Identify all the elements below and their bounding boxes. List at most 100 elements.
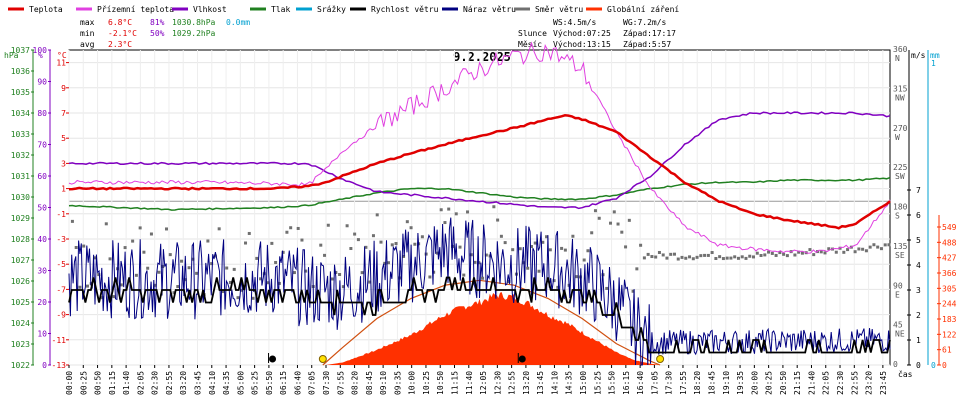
hum-tick-label: 20	[37, 298, 47, 307]
legend-label-dir: Směr větru	[535, 5, 583, 14]
stats-max-rain: 0.0mm	[226, 18, 250, 27]
ms-tick-label: 7	[916, 186, 921, 195]
hum-tick-label: 100	[33, 46, 48, 55]
series-dir-point	[639, 243, 643, 247]
series-dir-point	[349, 247, 353, 251]
stats-max-press: 1030.8hPa	[172, 18, 216, 27]
series-dir-point	[721, 257, 725, 261]
series-dir-point	[85, 284, 89, 288]
series-dir-point	[736, 256, 740, 260]
series-dir-point	[228, 280, 232, 284]
x-tick-label: 08:20	[351, 371, 360, 395]
series-dir-point	[740, 255, 744, 259]
series-dir-point	[563, 248, 567, 252]
series-dir-point	[104, 222, 108, 226]
series-dir-point	[770, 251, 774, 255]
series-dir-point	[868, 245, 872, 249]
x-axis: 00:00 00:25 00:50 01:15 01:40 02:05 02:30 02:55…	[65, 365, 888, 395]
x-tick-label: 20:25	[765, 371, 774, 395]
stats-avg-label: avg	[80, 40, 95, 49]
x-tick-label: 10:25	[422, 371, 431, 395]
dir-tick-compass: SE	[895, 251, 905, 260]
x-tick-label: 23:45	[879, 371, 888, 395]
legend-label-sol: Globální záření	[607, 5, 679, 14]
mm-tick-label: 0	[931, 361, 936, 370]
x-tick-label: 12:30	[493, 371, 502, 395]
series-dir-point	[582, 258, 586, 262]
temp-tick-label: 11	[56, 59, 66, 68]
x-tick-label: 14:35	[565, 371, 574, 395]
x-tick-label: 05:25	[251, 371, 260, 395]
x-tick-label: 13:20	[522, 371, 531, 395]
series-dir-point	[876, 245, 880, 249]
x-tick-label: 17:30	[665, 371, 674, 395]
stats-block: max 6.8°C 81% 1030.8hPa 0.0mm min -2.1°C…	[80, 18, 250, 49]
series-dir-point	[684, 256, 688, 260]
series-dir-point	[383, 261, 387, 265]
series-dir-point	[240, 288, 244, 292]
series-dir-point	[714, 256, 718, 260]
series-dir-point	[552, 279, 556, 283]
x-tick-label: 18:45	[708, 371, 717, 395]
chart-title: 9.2.2025	[453, 50, 511, 64]
astro-ws: WS:4.5m/s	[553, 18, 597, 27]
series-dir-point	[435, 251, 439, 255]
series-dir-point	[887, 243, 891, 247]
astro-moonrise: Východ:13:15	[553, 40, 611, 49]
series-dir-point	[676, 257, 680, 261]
ms-tick-label: 1	[916, 336, 921, 345]
series-dir-point	[575, 275, 579, 279]
dir-tick-compass: NW	[895, 93, 905, 102]
series-dir-point	[146, 266, 150, 270]
dir-tick-compass: SW	[895, 172, 905, 181]
temp-tick-label: -13	[52, 361, 67, 370]
hpa-tick-label: 1034	[11, 109, 30, 118]
series-dir-point	[270, 241, 274, 245]
series-dir-point	[733, 255, 737, 259]
hpa-tick-label: 1026	[11, 277, 30, 286]
dir-tick-label: 225	[893, 163, 908, 172]
hpa-tick-label: 1022	[11, 361, 30, 370]
dir-tick-label: 0	[893, 360, 898, 369]
stats-max-temp: 6.8°C	[108, 18, 132, 27]
wm2-tick-label: 366	[942, 269, 957, 278]
x-axis-label: čas	[898, 369, 913, 379]
mm-tick-label: 1	[931, 59, 936, 68]
x-tick-label: 22:05	[822, 371, 831, 395]
series-dir-point	[353, 232, 357, 236]
series-dir-point	[533, 241, 537, 245]
legend-label-dew: Přízemní teplota	[97, 5, 174, 14]
temp-tick-label: 5	[61, 134, 66, 143]
series-dir-point	[225, 266, 229, 270]
series-dir-point	[703, 253, 707, 257]
series-dir-point	[620, 230, 624, 234]
series-dir-point	[699, 254, 703, 258]
series-dir-point	[134, 273, 138, 277]
series-dir-point	[680, 255, 684, 259]
series-dir-point	[323, 253, 327, 257]
astro-wg: WG:7.2m/s	[623, 18, 667, 27]
series-dir-point	[176, 285, 180, 289]
series-dir-point	[402, 254, 406, 258]
x-tick-label: 15:00	[579, 371, 588, 395]
astro-moon-label: Měsíc	[518, 40, 542, 49]
x-tick-label: 03:45	[194, 371, 203, 395]
series-dir-point	[819, 250, 823, 254]
series-dir-point	[210, 262, 214, 266]
x-tick-label: 06:40	[293, 371, 302, 395]
x-tick-label: 16:40	[636, 371, 645, 395]
ms-tick-label: 0	[916, 361, 921, 370]
series-dir-point	[778, 251, 782, 255]
series-dir-point	[710, 251, 714, 255]
dir-tick-label: 180	[893, 203, 908, 212]
series-dir-point	[356, 238, 360, 242]
series-dir-point	[180, 259, 184, 263]
series-dir-point	[345, 224, 349, 228]
series-dir-point	[447, 207, 451, 211]
hpa-tick-label: 1031	[11, 172, 30, 181]
wm2-tick-label: 0	[942, 361, 947, 370]
dir-tick-label: 270	[893, 124, 908, 133]
series-dir-point	[232, 267, 236, 271]
series-dir-point	[793, 253, 797, 257]
